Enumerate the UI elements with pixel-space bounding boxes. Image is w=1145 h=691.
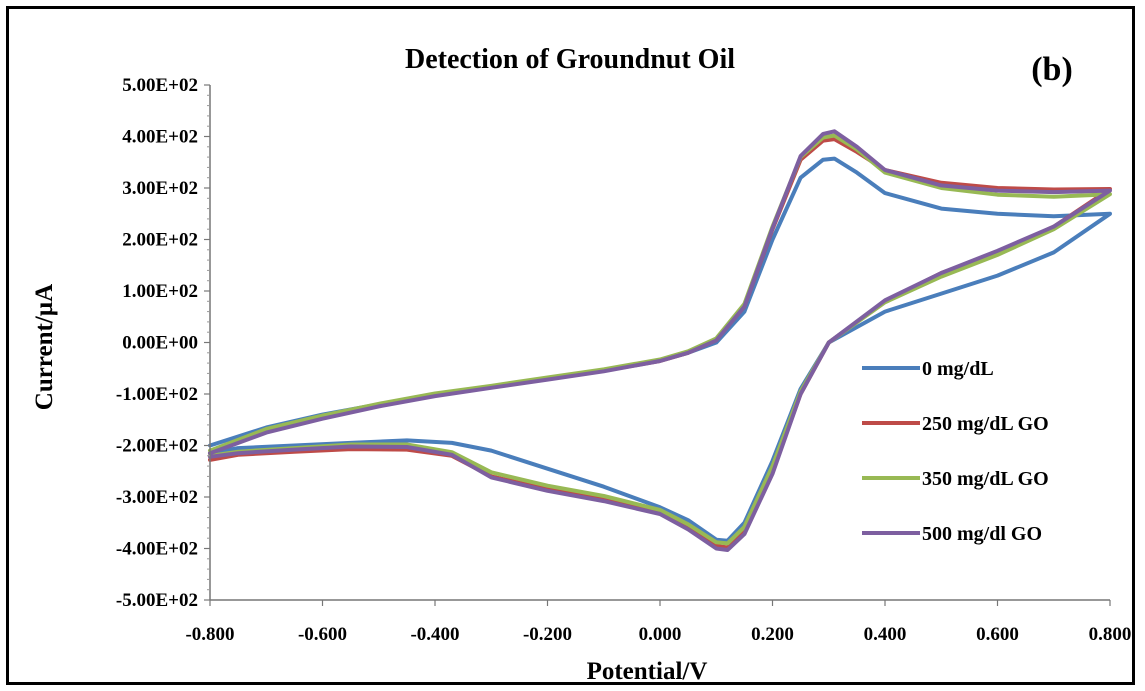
y-tick-label: -4.00E+02 [116, 539, 198, 560]
x-tick-label: 0.000 [639, 624, 682, 645]
figure-frame [6, 6, 1135, 685]
y-tick-label: 4.00E+02 [122, 127, 198, 148]
x-tick-label: 0.800 [1089, 624, 1132, 645]
legend-label-2: 350 mg/dL GO [922, 468, 1049, 490]
x-tick-label: -0.600 [298, 624, 347, 645]
x-tick-label: -0.400 [410, 624, 459, 645]
y-tick-label: 2.00E+02 [122, 230, 198, 251]
x-tick-label: 0.200 [751, 624, 794, 645]
y-tick-label: -5.00E+02 [116, 590, 198, 611]
series-line-3 [208, 129, 1112, 552]
y-tick-label: 0.00E+00 [122, 333, 198, 354]
legend-label-1: 250 mg/dL GO [922, 413, 1049, 435]
panel-label: (b) [1031, 51, 1073, 88]
legend-label-3: 500 mg/dl GO [922, 523, 1042, 545]
chart-title: Detection of Groundnut Oil [405, 44, 735, 75]
legend-label-0: 0 mg/dL [922, 358, 994, 380]
y-tick-label: 5.00E+02 [122, 75, 198, 96]
x-tick-label: -0.200 [523, 624, 572, 645]
y-tick-label: -1.00E+02 [116, 384, 198, 405]
y-tick-label: 1.00E+02 [122, 281, 198, 302]
x-tick-label: -0.800 [185, 624, 234, 645]
x-tick-label: 0.600 [976, 624, 1019, 645]
y-tick-label: -3.00E+02 [116, 487, 198, 508]
y-axis-label: Current/µA [31, 284, 58, 410]
y-tick-label: 3.00E+02 [122, 178, 198, 199]
y-tick-label: -2.00E+02 [116, 436, 198, 457]
x-tick-label: 0.400 [864, 624, 907, 645]
x-axis-label: Potential/V [587, 658, 708, 685]
